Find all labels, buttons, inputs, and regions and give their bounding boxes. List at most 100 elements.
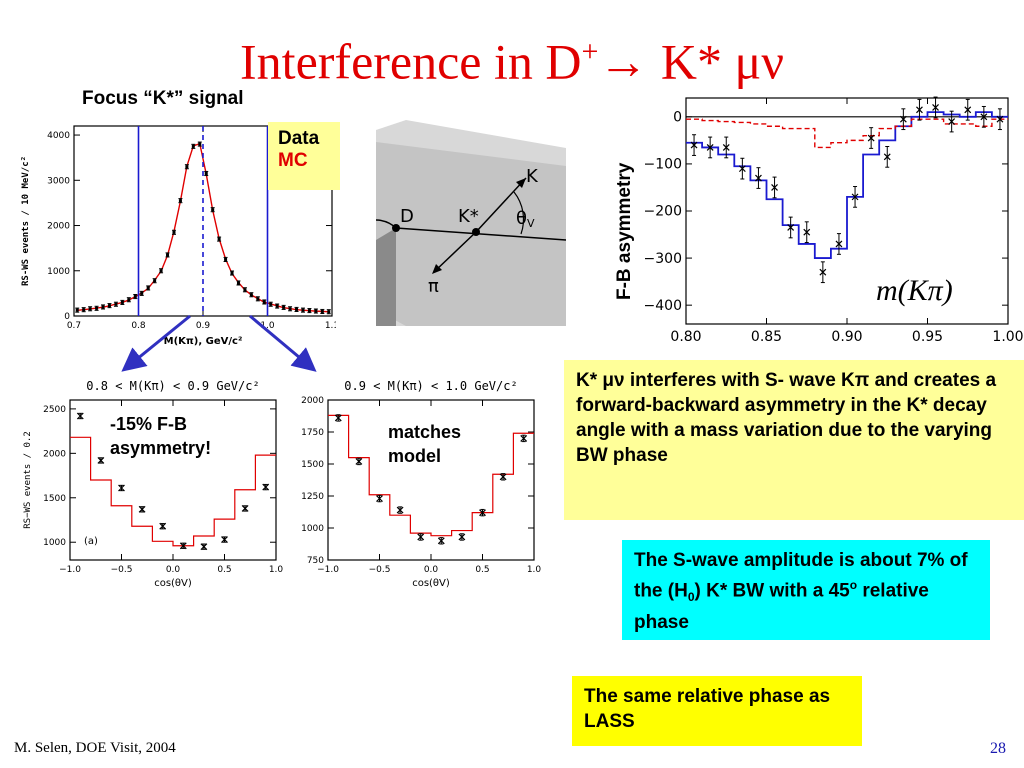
- y-tick-label: 750: [307, 556, 324, 566]
- data-point: [230, 271, 234, 275]
- page-title: Interference in D+→ K* μν: [0, 22, 1024, 92]
- info-box-lass: The same relative phase as LASS: [572, 676, 862, 746]
- info-box-swave: The S-wave amplitude is about 7% of the …: [622, 540, 990, 640]
- y-tick-label: −300: [644, 251, 682, 267]
- model-curve: [686, 111, 1008, 259]
- data-point: [133, 295, 137, 299]
- data-point: [200, 543, 208, 551]
- y-tick-label: 2500: [43, 405, 66, 415]
- data-point: [437, 537, 445, 545]
- data-point: [236, 281, 240, 285]
- data-point: [835, 240, 843, 248]
- box2-pre: The S-wave amplitude is about 7% of the …: [634, 550, 968, 602]
- x-tick-label: 0.5: [217, 565, 231, 575]
- data-point: [198, 142, 202, 146]
- mass-chart: 0.7 0.8 0.9 1.0 1.1 0 1000 2000 3000 4000 M(Kπ), G…: [21, 125, 336, 347]
- y-tick-label: 1500: [43, 494, 66, 504]
- data-point: [138, 505, 146, 513]
- axis-line: [395, 227, 566, 241]
- data-point: [118, 484, 125, 492]
- data-point: [211, 208, 215, 212]
- fb-chart: 0.80 0.85 0.90 0.95 1.00 0 −100 −200 −300 −400 F-…: [614, 96, 1024, 345]
- data-point: [706, 144, 714, 151]
- data-point: [899, 115, 907, 123]
- page-number: 28: [990, 740, 1006, 757]
- data-point: [127, 298, 131, 302]
- data-point: [320, 309, 324, 313]
- cos-chart-a: −1.0 −0.5 0.0 0.5 1.0 1000 1500 2000 2500 0.8 < M…: [23, 379, 283, 589]
- y-tick-label: 1750: [301, 428, 324, 438]
- data-point: [275, 304, 279, 308]
- data-point: [97, 457, 105, 464]
- x-tick-label: −0.5: [369, 565, 391, 575]
- y-tick-label: −100: [644, 157, 682, 173]
- k-arrowhead: [516, 178, 526, 188]
- d-point: [392, 224, 400, 232]
- x-axis-label: M(Kπ), GeV/c²: [164, 336, 243, 347]
- title-arrow: →: [598, 33, 649, 90]
- data-point: [262, 483, 270, 491]
- data-point: [396, 506, 404, 514]
- data-point: [722, 144, 730, 151]
- data-point: [153, 279, 157, 283]
- data-point: [82, 308, 86, 312]
- model-curve: [328, 414, 534, 537]
- data-point: [256, 297, 260, 301]
- data-point: [327, 310, 331, 314]
- data-point: [883, 153, 891, 161]
- title-pre: Interference in D: [240, 33, 582, 90]
- x-axis-label: cos(θV): [154, 578, 192, 589]
- x-tick-label: 0.90: [831, 329, 862, 345]
- data-point: [217, 237, 221, 241]
- data-point: [458, 533, 466, 541]
- data-point: [520, 434, 528, 442]
- x-tick-label: 0.80: [670, 329, 701, 345]
- data-point: [120, 300, 124, 304]
- data-point: [88, 307, 92, 311]
- x-tick-label: −0.5: [111, 565, 133, 575]
- data-point: [76, 412, 84, 420]
- x-tick-label: 0.0: [166, 565, 181, 575]
- data-point: [867, 134, 875, 142]
- data-point: [140, 291, 144, 295]
- y-tick-label: 0: [64, 312, 70, 322]
- data-point: [172, 230, 176, 234]
- arrow-right: [249, 314, 317, 372]
- data-point: [980, 113, 988, 121]
- x-tick-label: 0.7: [67, 321, 81, 331]
- data-point: [166, 253, 170, 257]
- y-tick-label: −400: [644, 298, 682, 314]
- arrow-left: [121, 314, 191, 372]
- data-point: [204, 172, 208, 175]
- chart-title: 0.9 < M(Kπ) < 1.0 GeV/c²: [344, 379, 517, 393]
- box2-sup: o: [849, 578, 858, 592]
- title-post: K* μν: [648, 33, 784, 90]
- data-point: [159, 522, 167, 530]
- data-point: [787, 224, 795, 231]
- focus-label: Focus “K*” signal: [82, 88, 244, 109]
- y-tick-label: 1000: [47, 267, 70, 277]
- y-axis-label: RS-WS events / 10 MeV/c²: [21, 156, 31, 286]
- box2-mid: ) K* BW with a 45: [694, 580, 850, 602]
- data-point: [241, 505, 249, 512]
- label-kstar: K*: [458, 206, 479, 227]
- data-point: [819, 268, 827, 276]
- data-point: [755, 174, 762, 182]
- chart-title: 0.8 < M(Kπ) < 0.9 GeV/c²: [86, 379, 259, 393]
- y-tick-label: 1000: [301, 524, 324, 534]
- y-tick-label: 2000: [301, 396, 324, 406]
- data-point: [269, 302, 273, 306]
- data-point: [479, 509, 486, 517]
- x-tick-label: 1.0: [527, 565, 542, 575]
- x-tick-label: −1.0: [317, 565, 339, 575]
- data-point: [224, 257, 228, 261]
- data-point: [75, 308, 79, 312]
- x-tick-label: 0.9: [196, 321, 211, 331]
- legend-data: Data: [278, 128, 320, 149]
- data-point: [851, 193, 859, 201]
- y-tick-label: 1500: [301, 460, 324, 470]
- y-tick-label: 2000: [47, 222, 70, 232]
- data-point: [376, 495, 383, 502]
- data-point: [159, 269, 163, 273]
- data-point: [738, 165, 746, 173]
